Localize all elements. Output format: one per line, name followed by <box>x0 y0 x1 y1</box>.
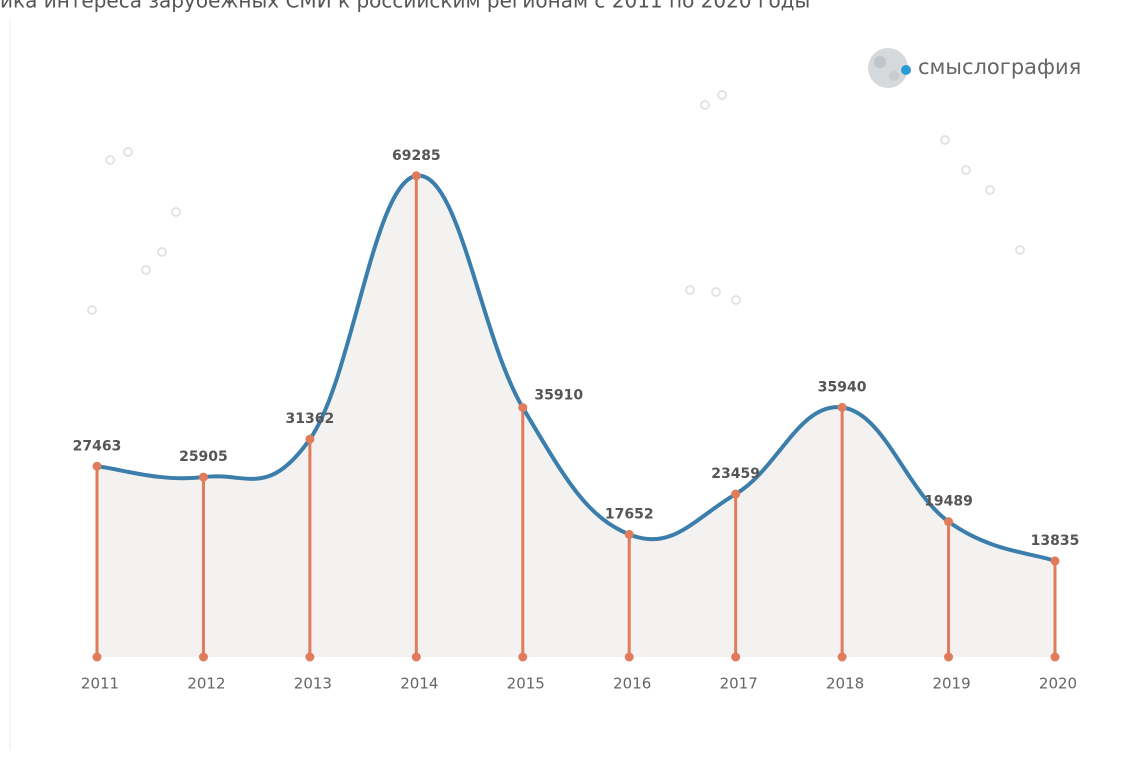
point <box>92 461 102 471</box>
value-label: 69285 <box>392 148 441 164</box>
decor <box>87 90 1025 315</box>
x-tick-label: 2015 <box>507 675 545 693</box>
point <box>837 402 847 412</box>
point <box>411 171 421 181</box>
base-dot <box>518 652 528 662</box>
value-label: 27463 <box>73 438 122 454</box>
point <box>1050 556 1060 566</box>
line <box>96 173 1056 563</box>
x-tick-label: 2014 <box>400 675 438 693</box>
base-dot <box>837 652 847 662</box>
value-label: 23459 <box>711 466 760 482</box>
value-label: 17652 <box>605 506 654 522</box>
value-label: 35940 <box>818 379 867 395</box>
x-tick-label: 2020 <box>1039 675 1077 693</box>
base-dot <box>305 652 315 662</box>
point <box>198 472 208 482</box>
value-label: 13835 <box>1031 533 1080 549</box>
value-label: 35910 <box>534 388 583 404</box>
value-label: 25905 <box>179 449 228 465</box>
base-dot <box>198 652 208 662</box>
point <box>624 529 634 539</box>
x-tick-label: 2013 <box>294 675 332 693</box>
base-dot <box>731 652 741 662</box>
value-label: 19489 <box>924 494 973 510</box>
x-tick-label: 2011 <box>81 675 119 693</box>
base-dot <box>944 652 954 662</box>
point <box>944 517 954 527</box>
base-dot <box>92 652 102 662</box>
x-tick-label: 2017 <box>720 675 758 693</box>
base-dot <box>411 652 421 662</box>
x-tick-label: 2018 <box>826 675 864 693</box>
base-dot <box>624 652 634 662</box>
x-tick-label: 2012 <box>187 675 225 693</box>
x-tick-label: 2016 <box>613 675 651 693</box>
brand: смыслография <box>918 55 1081 79</box>
logo <box>868 48 911 88</box>
point <box>731 489 741 499</box>
chart-title: ика интереса зарубежных СМИ к российским… <box>0 0 810 13</box>
x-tick-label: 2019 <box>932 675 970 693</box>
area <box>97 175 1055 657</box>
point <box>305 434 315 444</box>
point <box>518 403 528 413</box>
value-label: 31362 <box>286 411 335 427</box>
base-dot <box>1050 652 1060 662</box>
